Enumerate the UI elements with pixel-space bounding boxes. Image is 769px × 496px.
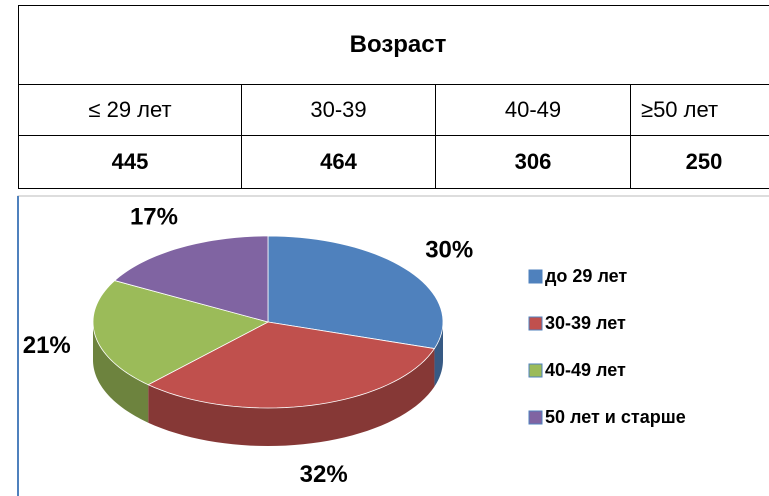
data-label: 32%: [300, 461, 348, 488]
legend-swatch: [528, 363, 543, 378]
pie-slice: [267, 235, 444, 350]
data-label: 30%: [425, 237, 473, 264]
pie-side: [93, 322, 149, 423]
pie-slice: [92, 280, 270, 386]
age-table: Возраст ≤ 29 лет 30-39 40-49 ≥50 лет 445…: [18, 5, 769, 189]
legend-swatch: [528, 410, 543, 425]
value-cell: 464: [241, 135, 436, 189]
pie-side: [434, 322, 443, 387]
data-label: 21%: [23, 332, 71, 359]
value-cell: 445: [18, 135, 242, 189]
header-cell: 30-39: [241, 84, 436, 136]
legend-label: 40-49 лет: [545, 360, 626, 380]
table-title: Возраст: [18, 5, 769, 85]
legend-label: до 29 лет: [545, 266, 627, 286]
header-cell: ≤ 29 лет: [18, 84, 242, 136]
header-cell: ≥50 лет: [630, 84, 769, 136]
legend-swatch: [528, 269, 543, 284]
data-label: 17%: [130, 204, 178, 231]
header-cell: 40-49: [435, 84, 631, 136]
legend-swatch: [528, 316, 543, 331]
value-cell: 250: [630, 135, 769, 189]
pie-slice: [147, 321, 436, 409]
pie-slice: [113, 235, 269, 323]
legend-label: 50 лет и старше: [545, 407, 686, 427]
legend-label: 30-39 лет: [545, 313, 626, 333]
value-cell: 306: [435, 135, 631, 189]
pie-side: [148, 348, 435, 446]
